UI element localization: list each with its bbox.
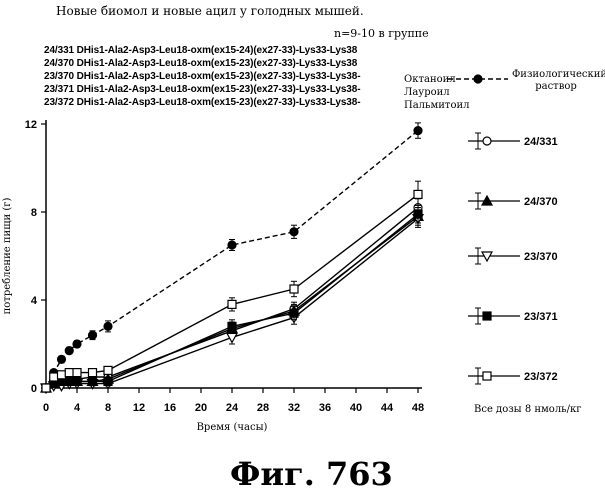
- x-tick-label-8: 8: [105, 402, 111, 414]
- x-axis-title: Время (часы): [197, 422, 268, 433]
- data-point-4-5: [89, 377, 97, 385]
- data-point-3-7: [227, 333, 237, 342]
- y-axis-title: потребление пищи (г): [2, 198, 13, 315]
- x-tick-label-36: 36: [319, 402, 331, 414]
- legend-marker-1: [483, 137, 491, 145]
- data-point-5-6: [104, 366, 112, 374]
- x-tick-label-24: 24: [226, 402, 239, 414]
- data-point-5-7: [228, 300, 236, 308]
- data-point-5-2: [58, 371, 66, 379]
- data-point-4-7: [228, 322, 236, 330]
- x-tick-label-4: 4: [74, 402, 81, 414]
- data-point-0-2: [58, 355, 66, 363]
- data-point-4-8: [290, 309, 298, 317]
- data-point-4-4: [73, 377, 81, 385]
- legend-marker-5: [483, 372, 491, 380]
- data-point-5-5: [89, 369, 97, 377]
- x-tick-label-32: 32: [288, 402, 300, 414]
- x-tick-label-20: 20: [195, 402, 207, 414]
- data-point-0-8: [290, 228, 298, 236]
- data-point-0-3: [65, 347, 73, 355]
- x-tick-label-40: 40: [350, 402, 362, 414]
- data-point-5-9: [414, 190, 422, 198]
- x-tick-label-44: 44: [381, 402, 394, 414]
- x-tick-label-16: 16: [164, 402, 176, 414]
- x-tick-label-48: 48: [412, 402, 424, 414]
- y-tick-label-4: 4: [31, 295, 38, 307]
- legend-marker-4: [483, 312, 491, 320]
- data-point-0-7: [228, 241, 236, 249]
- y-tick-label-12: 12: [25, 119, 37, 131]
- data-point-0-5: [89, 331, 97, 339]
- data-point-4-3: [65, 377, 73, 385]
- data-point-0-6: [104, 322, 112, 330]
- x-tick-label-0: 0: [43, 402, 49, 414]
- data-point-5-3: [65, 369, 73, 377]
- data-point-5-4: [73, 369, 81, 377]
- legend-marker-0: [474, 75, 482, 83]
- data-point-0-9: [414, 127, 422, 135]
- data-point-0-4: [73, 340, 81, 348]
- x-tick-label-28: 28: [257, 402, 269, 414]
- y-tick-label-8: 8: [31, 207, 37, 219]
- data-point-5-8: [290, 285, 298, 293]
- x-tick-label-12: 12: [133, 402, 145, 414]
- y-tick-label-0: 0: [31, 383, 37, 395]
- series-line-5: [46, 194, 418, 388]
- data-point-5-0: [42, 384, 50, 392]
- data-point-4-9: [414, 210, 422, 218]
- data-point-5-1: [50, 373, 58, 381]
- data-point-4-6: [104, 377, 112, 385]
